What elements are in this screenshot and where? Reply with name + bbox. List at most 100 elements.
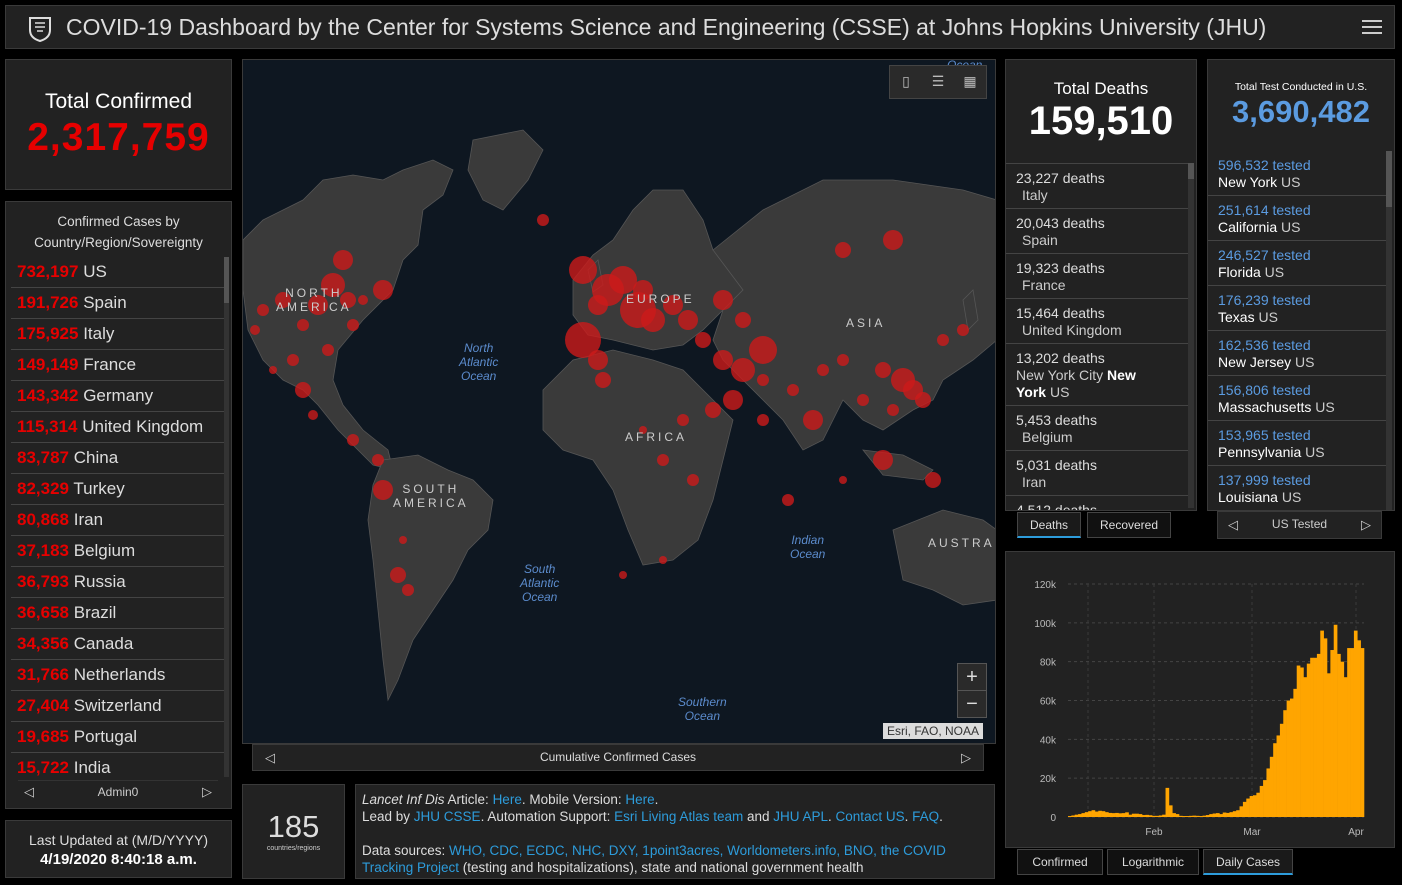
daily-case-bar[interactable] (1249, 796, 1254, 817)
case-hotspot[interactable] (757, 414, 769, 426)
daily-case-bar[interactable] (1182, 816, 1187, 817)
case-hotspot[interactable] (308, 410, 318, 420)
case-hotspot[interactable] (883, 230, 903, 250)
daily-case-bar[interactable] (1246, 798, 1250, 817)
daily-case-bar[interactable] (1276, 735, 1281, 817)
esri-link[interactable]: Esri Living Atlas team (614, 809, 744, 824)
case-hotspot[interactable] (782, 494, 794, 506)
country-row[interactable]: 36,658 Brazil (11, 598, 225, 629)
daily-case-bar[interactable] (1303, 677, 1308, 817)
daily-case-bar[interactable] (1286, 700, 1291, 818)
daily-case-bar[interactable] (1310, 657, 1314, 817)
case-hotspot[interactable] (731, 358, 755, 382)
daily-case-bar[interactable] (1232, 811, 1237, 817)
zoom-in-button[interactable]: + (957, 663, 987, 691)
daily-case-bar[interactable] (1091, 810, 1096, 817)
faq-link[interactable]: FAQ (912, 809, 940, 824)
case-hotspot[interactable] (287, 354, 299, 366)
case-hotspot[interactable] (887, 404, 899, 416)
daily-case-bar[interactable] (1078, 814, 1082, 817)
daily-case-bar[interactable] (1202, 815, 1207, 817)
list-item[interactable]: 23,227 deaths Italy (1006, 164, 1188, 209)
daily-case-bar[interactable] (1074, 814, 1079, 817)
case-hotspot[interactable] (677, 414, 689, 426)
case-hotspot[interactable] (347, 434, 359, 446)
case-hotspot[interactable] (619, 571, 627, 579)
list-item[interactable]: 15,464 deaths United Kingdom (1006, 299, 1188, 344)
case-hotspot[interactable] (308, 295, 328, 315)
country-list-scrollbar[interactable] (224, 257, 229, 777)
case-hotspot[interactable] (817, 364, 829, 376)
daily-case-bar[interactable] (1340, 661, 1345, 817)
case-hotspot[interactable] (695, 332, 711, 348)
case-hotspot[interactable] (957, 324, 969, 336)
daily-case-bar[interactable] (1269, 756, 1274, 817)
case-hotspot[interactable] (835, 242, 851, 258)
daily-case-bar[interactable] (1148, 815, 1153, 817)
legend-list-icon[interactable]: ☰ (931, 73, 945, 89)
zoom-out-button[interactable]: − (957, 690, 987, 718)
country-row[interactable]: 175,925 Italy (11, 319, 225, 350)
daily-case-bar[interactable] (1185, 816, 1190, 817)
daily-case-bar[interactable] (1205, 815, 1210, 817)
country-row[interactable]: 15,722 India (11, 753, 225, 782)
case-hotspot[interactable] (297, 319, 309, 331)
daily-case-bar[interactable] (1236, 810, 1240, 817)
case-hotspot[interactable] (269, 366, 277, 374)
us-tested-next-icon[interactable]: ▷ (1361, 517, 1371, 532)
case-hotspot[interactable] (705, 402, 721, 418)
daily-case-bar[interactable] (1098, 810, 1102, 817)
daily-case-bar[interactable] (1111, 813, 1116, 817)
daily-case-bar[interactable] (1229, 812, 1234, 817)
daily-case-bar[interactable] (1128, 814, 1133, 817)
country-row[interactable]: 191,726 Spain (11, 288, 225, 319)
country-row[interactable]: 115,314 United Kingdom (11, 412, 225, 443)
map-canvas[interactable] (243, 60, 996, 744)
case-hotspot[interactable] (723, 390, 743, 410)
pager-prev-icon[interactable]: ◁ (24, 784, 34, 799)
country-list[interactable]: 732,197 US 191,726 Spain 175,925 Italy 149,… (11, 257, 225, 782)
daily-case-bar[interactable] (1283, 710, 1287, 817)
case-hotspot[interactable] (713, 350, 733, 370)
daily-case-bar[interactable] (1152, 815, 1156, 817)
case-hotspot[interactable] (857, 394, 869, 406)
daily-case-bar[interactable] (1094, 811, 1099, 817)
case-hotspot[interactable] (569, 256, 597, 284)
country-row[interactable]: 34,356 Canada (11, 629, 225, 660)
case-hotspot[interactable] (713, 290, 733, 310)
daily-case-bar[interactable] (1138, 814, 1143, 817)
daily-case-bar[interactable] (1068, 816, 1072, 817)
tab-daily-cases[interactable]: Daily Cases (1203, 849, 1293, 875)
list-item[interactable]: 13,202 deaths New York City New York US (1006, 344, 1188, 406)
daily-case-bar[interactable] (1320, 630, 1324, 817)
daily-case-bar[interactable] (1273, 743, 1277, 817)
case-hotspot[interactable] (639, 426, 647, 434)
case-hotspot[interactable] (373, 280, 393, 300)
daily-case-bar[interactable] (1142, 815, 1146, 817)
daily-case-bar[interactable] (1081, 813, 1086, 817)
case-hotspot[interactable] (839, 476, 847, 484)
case-hotspot[interactable] (915, 392, 931, 408)
map-tab-cumulative[interactable]: Cumulative Confirmed Cases (539, 750, 697, 764)
daily-case-bar[interactable] (1125, 812, 1129, 817)
daily-case-bar[interactable] (1155, 815, 1160, 817)
case-hotspot[interactable] (347, 319, 359, 331)
daily-case-bar[interactable] (1256, 792, 1261, 817)
daily-case-bar[interactable] (1253, 795, 1257, 817)
case-hotspot[interactable] (925, 472, 941, 488)
case-hotspot[interactable] (399, 536, 407, 544)
daily-case-bar[interactable] (1209, 814, 1213, 817)
daily-case-bar[interactable] (1192, 815, 1197, 817)
daily-case-bar[interactable] (1290, 698, 1294, 817)
daily-case-bar[interactable] (1266, 768, 1271, 817)
daily-case-bar[interactable] (1212, 813, 1217, 817)
case-hotspot[interactable] (659, 556, 667, 564)
daily-case-bar[interactable] (1300, 667, 1304, 817)
daily-case-bar[interactable] (1158, 815, 1163, 817)
case-hotspot[interactable] (657, 454, 669, 466)
daily-case-bar[interactable] (1195, 815, 1200, 817)
case-hotspot[interactable] (565, 322, 601, 358)
tab-logarithmic[interactable]: Logarithmic (1107, 849, 1199, 875)
daily-case-bar[interactable] (1179, 815, 1183, 817)
daily-case-bar[interactable] (1168, 805, 1173, 817)
